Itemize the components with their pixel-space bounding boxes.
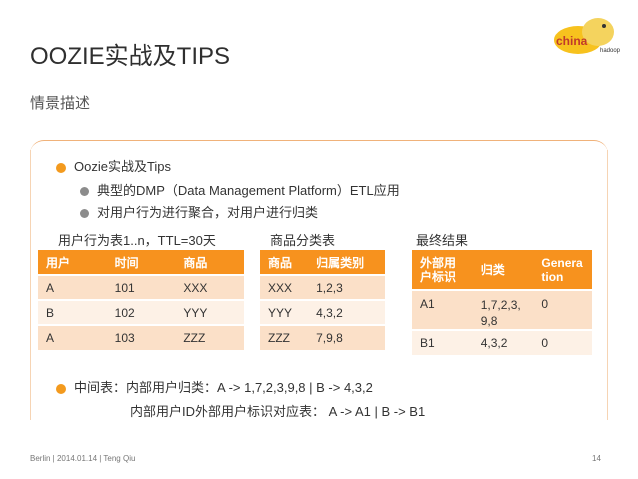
bullet-dot-icon xyxy=(80,209,89,219)
content-frame xyxy=(30,140,608,441)
table-header: 归类 xyxy=(472,250,534,290)
table-row: A 103 ZZZ xyxy=(38,324,244,350)
svg-text:hadoop: hadoop xyxy=(600,48,621,54)
table-row: A 101 XXX xyxy=(38,274,244,300)
table-header: 商品 xyxy=(175,250,244,275)
table-row: B 102 YYY xyxy=(38,299,244,325)
bullet-main: Oozie实战及Tips xyxy=(56,156,171,175)
china-hadoop-logo: china hadoop xyxy=(554,18,621,54)
table3-caption: 最终结果 xyxy=(416,233,469,248)
table-header: 时间 xyxy=(106,250,176,275)
bullet-dot-icon xyxy=(56,383,66,394)
table-header-row: 用户 时间 商品 xyxy=(38,250,244,275)
table-header: 归属类别 xyxy=(308,250,385,275)
slide-subtitle: 情景描述 xyxy=(30,95,91,112)
bottom-line-2: 内部用户ID外部用户标识对应表： A -> A1 | B -> B1 xyxy=(130,404,426,419)
page-number: 14 xyxy=(592,454,601,463)
logo-text: china xyxy=(556,34,588,48)
table-header: 用户 xyxy=(38,250,107,275)
bullet-sub-1: 典型的DMP（Data Management Platform）ETL应用 xyxy=(80,180,400,199)
table-row: XXX 1,2,3 xyxy=(260,274,385,300)
table-row: ZZZ 7,9,8 xyxy=(260,324,385,350)
table-header-row: 商品 归属类别 xyxy=(260,250,385,275)
product-category-table: 商品 归属类别 XXX 1,2,3 YYY 4,3,2 ZZZ 7,9,8 xyxy=(260,250,385,350)
footer-text: Berlin | 2014.01.14 | Teng Qiu xyxy=(30,454,136,463)
table-header: Generation xyxy=(533,250,592,290)
table-header: 外部用户标识 xyxy=(412,250,473,290)
bullet-dot-icon xyxy=(56,162,66,173)
table-row: B1 4,3,2 0 xyxy=(412,329,592,355)
final-result-table: 外部用户标识 归类 Generation A1 1,7,2,3,9,8 0 B1… xyxy=(412,250,592,355)
bottom-bullet: 中间表：内部用户归类：A -> 1,7,2,3,9,8 | B -> 4,3,2 xyxy=(56,377,373,396)
table2-caption: 商品分类表 xyxy=(270,233,336,248)
bullet-sub-2: 对用户行为进行聚合，对用户进行归类 xyxy=(80,202,318,221)
table-row: A1 1,7,2,3,9,8 0 xyxy=(412,289,592,330)
table1-caption: 用户行为表1..n，TTL=30天 xyxy=(58,233,216,248)
user-behavior-table: 用户 时间 商品 A 101 XXX B 102 YYY A 103 ZZZ xyxy=(38,250,244,350)
table-header-row: 外部用户标识 归类 Generation xyxy=(412,250,592,290)
table-row: YYY 4,3,2 xyxy=(260,299,385,325)
slide-title: OOZIE实战及TIPS xyxy=(30,43,231,70)
table-header: 商品 xyxy=(260,250,309,275)
bullet-dot-icon xyxy=(80,187,89,197)
